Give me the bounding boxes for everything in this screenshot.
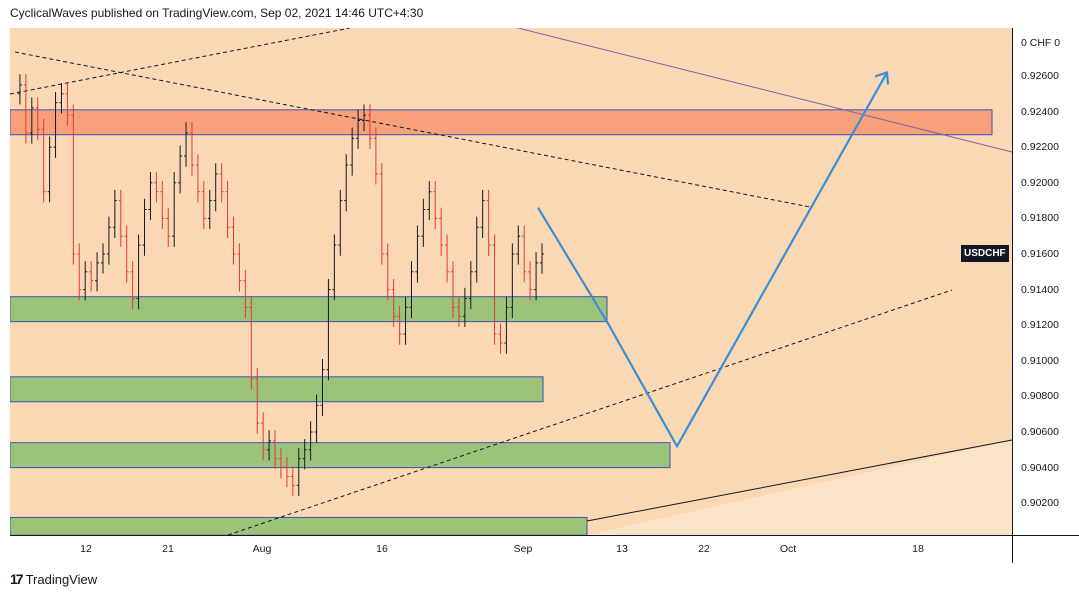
axis-corner <box>1012 535 1079 563</box>
price-tick-label: 0.90800 <box>1021 390 1059 403</box>
support-zone <box>10 442 671 469</box>
time-tick-label: 18 <box>912 543 924 555</box>
time-tick-label: 13 <box>616 543 628 555</box>
footer-brand[interactable]: 17 TradingView <box>10 571 97 587</box>
price-tick-label: 0.92400 <box>1021 105 1059 118</box>
projection-path <box>537 71 888 449</box>
upper-dashed-trendline <box>10 28 351 95</box>
price-tick-label: 0.91600 <box>1021 248 1059 260</box>
descending-trendline <box>515 28 1012 153</box>
symbol-badge: USDCHF <box>961 245 1009 262</box>
price-tick-label: 0.92000 <box>1021 176 1059 189</box>
price-tick-label: 0.90600 <box>1021 426 1059 438</box>
price-tick-label: 0.91000 <box>1021 354 1059 367</box>
ascending-trendline <box>586 439 1012 522</box>
tradingview-logo-icon: 17 <box>10 571 24 587</box>
price-tick-label: 0.92600 <box>1021 70 1059 82</box>
price-tick-label: 0.90400 <box>1021 461 1059 474</box>
support-zone <box>10 376 544 403</box>
time-tick-label: 16 <box>376 543 388 555</box>
price-tick-label: 0.91400 <box>1021 283 1059 296</box>
time-tick-label: 21 <box>162 543 174 555</box>
lower-trend-region <box>587 440 1012 535</box>
publish-header: CyclicalWaves published on TradingView.c… <box>10 6 424 20</box>
price-tick-label: 0.92200 <box>1021 141 1059 154</box>
price-chart[interactable] <box>10 28 1012 535</box>
channel-dashed-trendline <box>227 289 953 535</box>
descending-dashed-trendline <box>14 51 811 208</box>
currency-label: 0 CHF 0 <box>1021 37 1061 49</box>
time-axis[interactable]: 12 21 Aug 16 Sep 13 22 Oct 18 <box>10 535 1012 563</box>
resistance-zone <box>10 109 993 136</box>
support-zone <box>10 296 608 323</box>
price-tick-label: 0.90200 <box>1021 497 1059 510</box>
price-tick-label: 0.91800 <box>1021 212 1059 225</box>
chart-plot-area[interactable] <box>10 28 1012 535</box>
time-tick-label: 22 <box>698 543 710 555</box>
time-tick-label: Sep <box>513 543 533 555</box>
price-tick-label: 0.91200 <box>1021 319 1059 332</box>
time-tick-label: Aug <box>252 543 272 555</box>
time-tick-label: 12 <box>80 543 92 555</box>
brand-name: TradingView <box>25 571 98 587</box>
support-zone <box>10 516 588 535</box>
time-tick-label: Oct <box>779 543 797 555</box>
price-axis[interactable]: 0 CHF 0 0.92600 0.92400 0.92200 0.92000 0.91… <box>961 28 1079 535</box>
projection-arrowhead <box>874 70 890 85</box>
